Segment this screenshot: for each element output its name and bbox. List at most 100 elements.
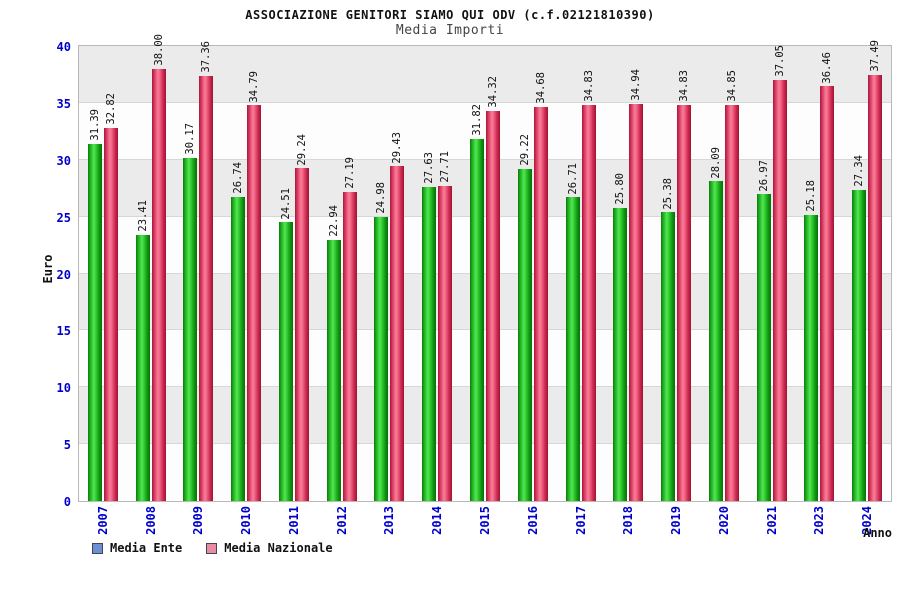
- gridline: [79, 443, 891, 445]
- bar-media-nazionale-2024[interactable]: [868, 74, 883, 501]
- x-tick-label-2013: 2013: [382, 506, 397, 535]
- value-label: 29.24: [295, 133, 308, 166]
- bar-media-nazionale-2008[interactable]: [151, 68, 166, 501]
- plot-band: [79, 387, 891, 445]
- y-tick-label: 5: [63, 438, 71, 453]
- bar-media-ente-2016[interactable]: [517, 168, 532, 501]
- legend-swatch-media-ente-icon: [92, 542, 103, 554]
- bar-media-ente-2023[interactable]: [804, 214, 819, 501]
- bar-media-ente-2010[interactable]: [231, 196, 246, 501]
- value-label: 25.18: [805, 179, 818, 212]
- bar-media-nazionale-2023[interactable]: [820, 86, 835, 501]
- bar-media-nazionale-2017[interactable]: [581, 104, 596, 501]
- legend-item-media-ente[interactable]: Media Ente: [92, 541, 182, 555]
- y-tick-label: 0: [63, 495, 71, 509]
- value-label: 27.19: [343, 157, 356, 189]
- value-label: 34.94: [630, 68, 643, 101]
- y-tick-label: 15: [56, 324, 71, 339]
- bar-media-ente-2012[interactable]: [326, 240, 341, 501]
- bar-media-nazionale-2019[interactable]: [677, 104, 692, 501]
- plot-band: [79, 444, 891, 501]
- bar-media-nazionale-2013[interactable]: [390, 166, 405, 501]
- chart-title: ASSOCIAZIONE GENITORI SIAMO QUI ODV (c.f…: [245, 8, 655, 22]
- x-tick-label-2009: 2009: [191, 506, 206, 535]
- y-tick-label: 10: [56, 381, 71, 396]
- y-tick-label: 25: [56, 210, 71, 225]
- value-label: 26.97: [757, 159, 770, 192]
- value-label: 34.68: [534, 71, 547, 104]
- x-tick-label-2023: 2023: [812, 506, 827, 535]
- bar-media-nazionale-2016[interactable]: [533, 106, 548, 501]
- y-tick-label: 20: [56, 267, 71, 282]
- bar-media-nazionale-2012[interactable]: [342, 191, 357, 501]
- value-label: 34.83: [678, 70, 691, 102]
- x-tick-label-2008: 2008: [143, 506, 158, 535]
- value-label: 27.34: [853, 155, 866, 188]
- value-label: 34.85: [725, 69, 738, 102]
- value-label: 25.38: [662, 177, 675, 210]
- gridline: [79, 272, 891, 274]
- gridline: [79, 386, 891, 388]
- bar-media-nazionale-2014[interactable]: [438, 185, 453, 501]
- x-tick-label-2021: 2021: [764, 506, 779, 535]
- value-label: 36.46: [821, 51, 834, 84]
- plot-area: 0 5 10 15 20 25 30 35 40 31.39 32.82 2007 23.41 38.00…: [57, 34, 892, 535]
- x-tick-label-2012: 2012: [334, 506, 349, 535]
- x-tick-label-2017: 2017: [573, 506, 588, 535]
- plot-band: [79, 102, 891, 160]
- legend: Media Ente Media Nazionale: [92, 541, 333, 555]
- value-label: 34.83: [582, 70, 595, 102]
- value-label: 31.82: [471, 104, 483, 137]
- bar-media-ente-2024[interactable]: [852, 190, 867, 501]
- x-tick-label-2016: 2016: [525, 506, 540, 535]
- plot-band: [79, 46, 891, 103]
- gridline: [79, 158, 891, 160]
- bar-media-nazionale-2018[interactable]: [629, 103, 644, 501]
- value-label: 26.74: [232, 162, 245, 194]
- bar-media-nazionale-2020[interactable]: [724, 104, 739, 501]
- value-label: 29.43: [391, 131, 404, 164]
- bar-media-ente-2021[interactable]: [756, 194, 771, 501]
- bar-media-nazionale-2015[interactable]: [486, 110, 500, 501]
- x-tick-label-2019: 2019: [669, 506, 684, 535]
- gridline: [79, 215, 891, 217]
- bar-media-ente-2017[interactable]: [565, 197, 580, 501]
- x-tick-label-2010: 2010: [239, 506, 254, 535]
- value-label: 27.63: [423, 152, 436, 184]
- bar-media-ente-2014[interactable]: [422, 186, 437, 501]
- gridline: [79, 101, 891, 103]
- legend-label-media-nazionale: Media Nazionale: [224, 541, 333, 555]
- y-tick-label: 35: [56, 96, 71, 111]
- bar-media-ente-2013[interactable]: [374, 216, 389, 501]
- plot-band: [79, 216, 891, 274]
- value-label: 32.82: [104, 93, 117, 125]
- x-tick-label-2011: 2011: [286, 506, 301, 535]
- value-label: 30.17: [184, 123, 197, 155]
- bar-media-ente-2015[interactable]: [470, 139, 484, 501]
- bar-media-nazionale-2021[interactable]: [772, 79, 787, 501]
- bar-media-ente-2018[interactable]: [613, 207, 628, 501]
- bar-media-nazionale-2010[interactable]: [247, 105, 262, 501]
- bar-media-nazionale-2011[interactable]: [294, 168, 309, 501]
- value-label: 37.49: [869, 39, 882, 72]
- x-tick-label-2020: 2020: [716, 506, 731, 535]
- value-label: 37.05: [773, 44, 786, 77]
- legend-item-media-nazionale[interactable]: Media Nazionale: [206, 541, 333, 555]
- bar-media-ente-2007[interactable]: [87, 143, 102, 501]
- y-tick-label: 30: [56, 153, 71, 168]
- value-label: 34.79: [248, 70, 261, 103]
- value-label: 26.71: [566, 162, 579, 195]
- y-tick-label: 40: [56, 40, 71, 54]
- bar-media-ente-2019[interactable]: [661, 212, 676, 501]
- x-tick-label-2007: 2007: [95, 506, 110, 535]
- bar-media-ente-2008[interactable]: [135, 234, 150, 501]
- bar-media-ente-2020[interactable]: [708, 181, 723, 501]
- bar-media-nazionale-2009[interactable]: [199, 76, 214, 501]
- bar-media-nazionale-2007[interactable]: [103, 127, 118, 501]
- value-label: 37.36: [200, 41, 213, 74]
- value-label: 28.09: [709, 146, 722, 179]
- bar-media-ente-2011[interactable]: [278, 222, 293, 501]
- x-tick-label-2015: 2015: [478, 506, 492, 535]
- bar-media-ente-2009[interactable]: [183, 157, 198, 501]
